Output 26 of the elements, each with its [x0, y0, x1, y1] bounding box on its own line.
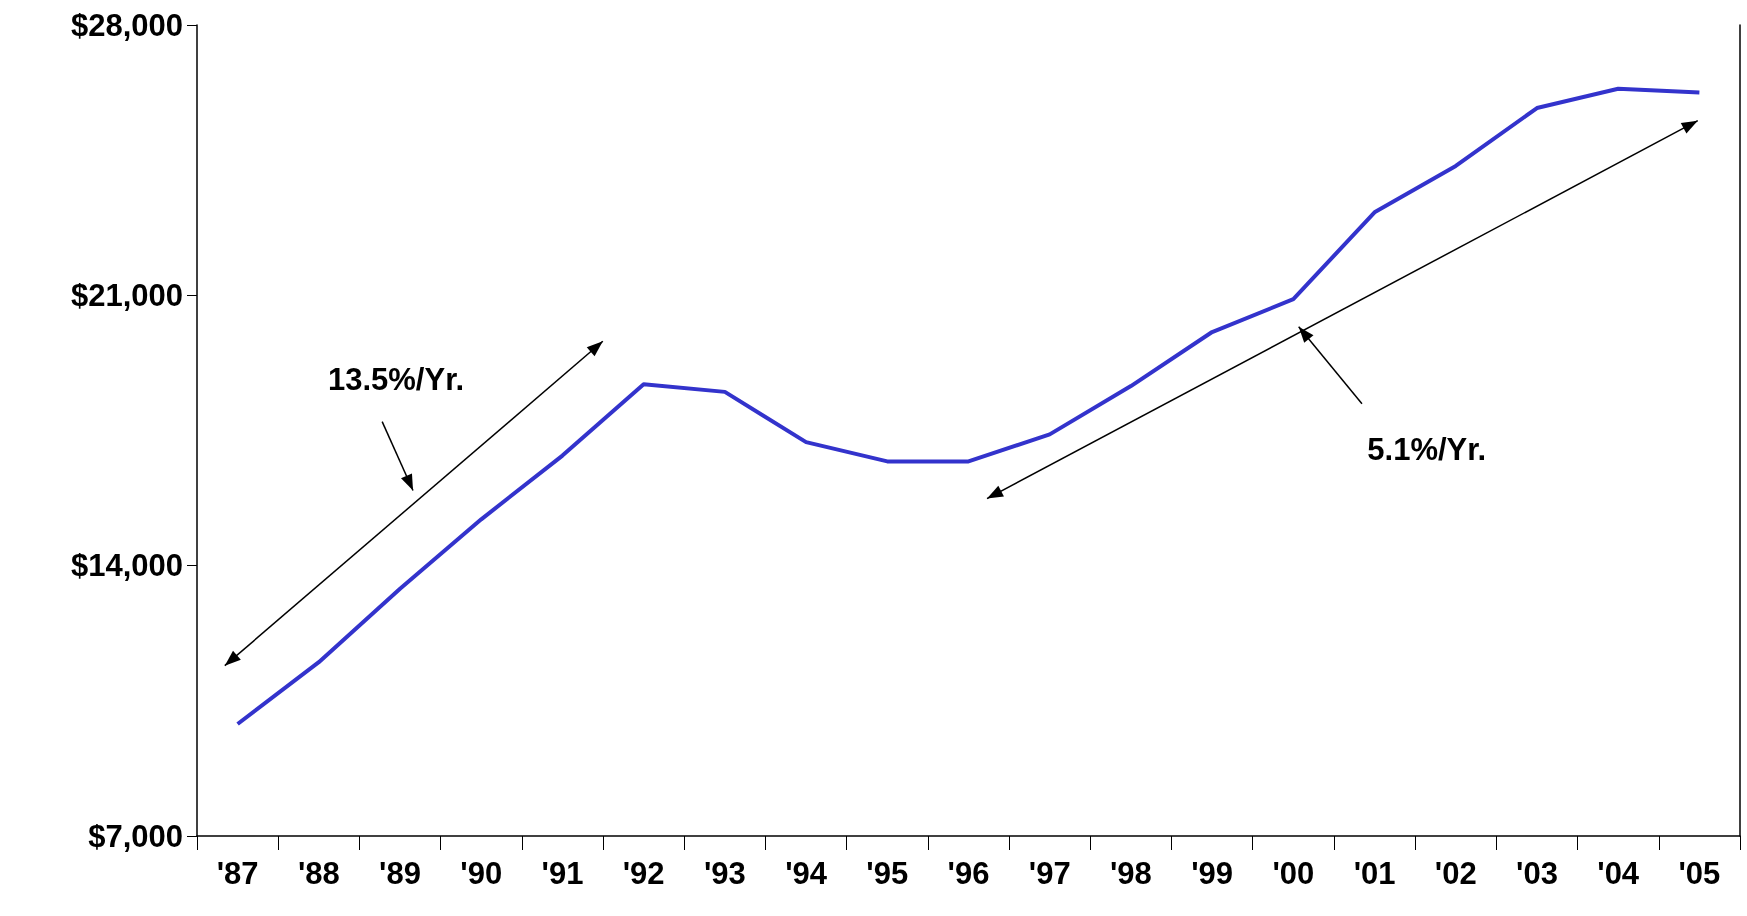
x-tick-label: '94 [785, 856, 828, 891]
x-tick-label: '95 [866, 856, 909, 891]
x-tick-label: '92 [622, 856, 665, 891]
x-tick-label: '87 [216, 856, 259, 891]
x-tick-label: '05 [1678, 856, 1721, 891]
x-tick-label: '03 [1516, 856, 1558, 891]
x-tick-label: '02 [1434, 856, 1477, 891]
x-tick-label: '88 [297, 856, 340, 891]
line-series [235, 86, 1702, 726]
y-tick-label: $28,000 [70, 7, 183, 43]
x-tick-label: '93 [703, 856, 746, 891]
x-tick-label: '96 [947, 856, 990, 891]
y-tick-label: $7,000 [88, 818, 183, 854]
x-tick-label: '04 [1597, 856, 1640, 891]
y-tick-label: $21,000 [70, 277, 183, 313]
x-tick-label: '98 [1109, 856, 1152, 891]
annotation: 5.1%/Yr. [1367, 431, 1487, 467]
x-tick-label: '91 [541, 856, 584, 891]
x-tick-label: '90 [460, 856, 503, 891]
x-tick-label: '00 [1272, 856, 1315, 891]
annotation: 13.5%/Yr. [327, 361, 465, 397]
x-tick-label: '99 [1191, 856, 1234, 891]
y-tick-label: $14,000 [70, 548, 183, 584]
x-tick-label: '89 [379, 856, 421, 891]
x-tick-label: '97 [1028, 856, 1071, 891]
x-tick-label: '01 [1353, 856, 1396, 891]
